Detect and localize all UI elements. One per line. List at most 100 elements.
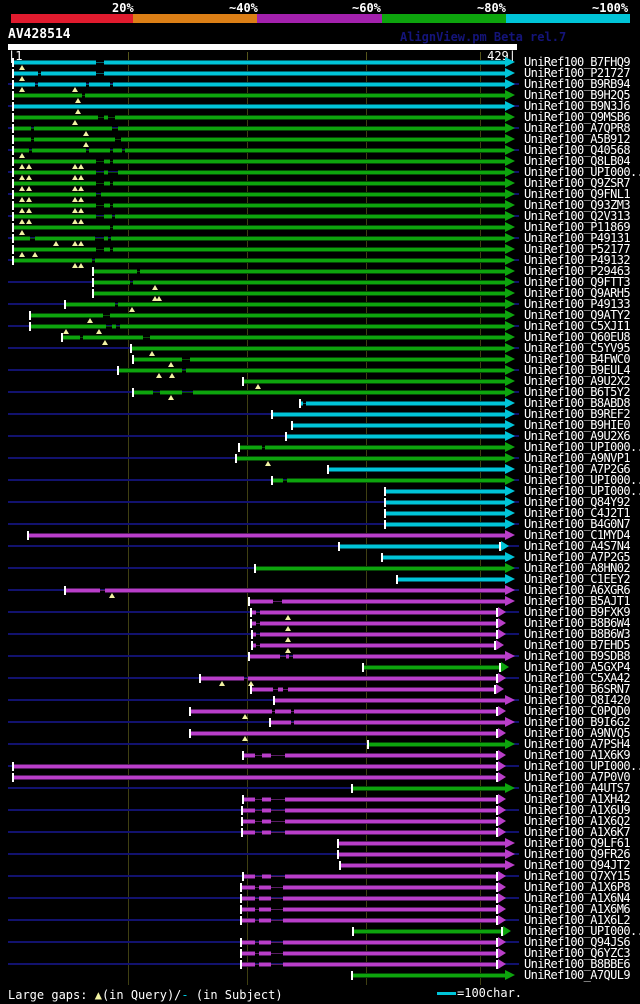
alignment-arrow-icon[interactable] — [505, 475, 515, 485]
alignment-bar-segment[interactable] — [13, 60, 96, 65]
alignment-bar-segment[interactable] — [241, 951, 255, 956]
alignment-arrow-icon[interactable] — [498, 728, 506, 738]
alignment-arrow-icon[interactable] — [498, 805, 506, 815]
alignment-arrow-icon[interactable] — [505, 519, 515, 529]
subject-label[interactable]: UniRef100_P49132 — [524, 253, 631, 267]
subject-label[interactable]: UniRef100_Q9ARH5 — [524, 286, 631, 300]
subject-label[interactable]: UniRef100_UPI000.. — [524, 484, 640, 498]
alignment-arrow-icon[interactable] — [505, 200, 515, 210]
alignment-bar-segment[interactable] — [115, 115, 505, 120]
subject-label[interactable]: UniRef100_UPI000.. — [524, 759, 640, 773]
subject-label[interactable]: UniRef100_Q84Y92 — [524, 495, 631, 509]
subject-label[interactable]: UniRef100_P49131 — [524, 231, 631, 245]
subject-label[interactable]: UniRef100_A1X6K9 — [524, 748, 631, 762]
alignment-bar-segment[interactable] — [13, 71, 38, 76]
alignment-bar-segment[interactable] — [243, 379, 505, 384]
alignment-arrow-icon[interactable] — [505, 310, 515, 320]
alignment-bar-segment[interactable] — [285, 819, 497, 824]
subject-label[interactable]: UniRef100_A9U2X6 — [524, 429, 631, 443]
alignment-arrow-icon[interactable] — [505, 398, 515, 408]
alignment-bar-segment[interactable] — [13, 93, 82, 98]
alignment-bar-segment[interactable] — [385, 511, 505, 516]
subject-label[interactable]: UniRef100_B9I6G2 — [524, 715, 631, 729]
alignment-bar-segment[interactable] — [190, 731, 497, 736]
alignment-arrow-icon[interactable] — [505, 497, 515, 507]
alignment-bar-segment[interactable] — [93, 291, 505, 296]
alignment-arrow-icon[interactable] — [505, 508, 515, 518]
alignment-bar-segment[interactable] — [104, 236, 108, 241]
alignment-arrow-icon[interactable] — [505, 574, 515, 584]
alignment-arrow-icon[interactable] — [498, 816, 506, 826]
subject-label[interactable]: UniRef100_A7P2G5 — [524, 550, 631, 564]
alignment-bar-segment[interactable] — [104, 181, 110, 186]
alignment-bar-segment[interactable] — [113, 225, 505, 230]
alignment-bar-segment[interactable] — [285, 808, 497, 813]
subject-label[interactable]: UniRef100_B6T5Y2 — [524, 385, 631, 399]
subject-label[interactable]: UniRef100_Q9ZSR7 — [524, 176, 631, 190]
subject-label[interactable]: UniRef100_A7P0V0 — [524, 770, 631, 784]
alignment-arrow-icon[interactable] — [503, 926, 511, 936]
alignment-arrow-icon[interactable] — [505, 244, 515, 254]
alignment-bar-segment[interactable] — [104, 115, 108, 120]
alignment-arrow-icon[interactable] — [496, 684, 504, 694]
alignment-bar-segment[interactable] — [262, 874, 271, 879]
subject-label[interactable]: UniRef100_B8B6W4 — [524, 616, 631, 630]
alignment-bar-segment[interactable] — [140, 269, 505, 274]
alignment-bar-segment[interactable] — [13, 82, 35, 87]
alignment-bar-segment[interactable] — [242, 830, 255, 835]
subject-label[interactable]: UniRef100_Q40568 — [524, 143, 631, 157]
alignment-arrow-icon[interactable] — [505, 68, 515, 78]
alignment-bar-segment[interactable] — [112, 324, 116, 329]
alignment-bar-segment[interactable] — [125, 148, 505, 153]
alignment-bar-segment[interactable] — [104, 203, 110, 208]
subject-label[interactable]: UniRef100_Q9FR26 — [524, 847, 631, 861]
subject-label[interactable]: UniRef100_A1X6M6 — [524, 902, 631, 916]
subject-label[interactable]: UniRef100_UPI000.. — [524, 473, 640, 487]
alignment-arrow-icon[interactable] — [505, 552, 515, 562]
alignment-bar-segment[interactable] — [13, 203, 96, 208]
subject-label[interactable]: UniRef100_Q9FNL1 — [524, 187, 631, 201]
alignment-bar-segment[interactable] — [259, 962, 271, 967]
subject-label[interactable]: UniRef100_Q94JS6 — [524, 935, 631, 949]
alignment-arrow-icon[interactable] — [505, 530, 515, 540]
alignment-bar-segment[interactable] — [13, 192, 96, 197]
subject-label[interactable]: UniRef100_A4UTS7 — [524, 781, 631, 795]
alignment-arrow-icon[interactable] — [505, 233, 515, 243]
subject-label[interactable]: UniRef100_P11869 — [524, 220, 631, 234]
alignment-arrow-icon[interactable] — [505, 343, 515, 353]
subject-label[interactable]: UniRef100_B8B6W3 — [524, 627, 631, 641]
alignment-bar-segment[interactable] — [283, 940, 497, 945]
alignment-arrow-icon[interactable] — [505, 79, 515, 89]
alignment-arrow-icon[interactable] — [505, 90, 515, 100]
alignment-bar-segment[interactable] — [241, 885, 255, 890]
alignment-bar-segment[interactable] — [104, 71, 505, 76]
alignment-bar-segment[interactable] — [285, 753, 497, 758]
alignment-bar-segment[interactable] — [89, 148, 110, 153]
subject-label[interactable]: UniRef100_A5GXP4 — [524, 660, 631, 674]
alignment-bar-segment[interactable] — [283, 918, 497, 923]
subject-label[interactable]: UniRef100_A6XGR6 — [524, 583, 631, 597]
subject-label[interactable]: UniRef100_C5YV95 — [524, 341, 631, 355]
alignment-arrow-icon[interactable] — [505, 332, 515, 342]
alignment-arrow-icon[interactable] — [505, 563, 515, 573]
alignment-bar-segment[interactable] — [30, 313, 103, 318]
alignment-arrow-icon[interactable] — [498, 750, 506, 760]
alignment-bar-segment[interactable] — [382, 555, 505, 560]
alignment-bar-segment[interactable] — [275, 709, 291, 714]
alignment-bar-segment[interactable] — [397, 577, 505, 582]
alignment-arrow-icon[interactable] — [498, 794, 506, 804]
alignment-bar-segment[interactable] — [251, 687, 273, 692]
alignment-bar-segment[interactable] — [262, 808, 271, 813]
alignment-bar-segment[interactable] — [262, 819, 271, 824]
alignment-arrow-icon[interactable] — [505, 453, 515, 463]
alignment-arrow-icon[interactable] — [505, 123, 515, 133]
alignment-arrow-icon[interactable] — [501, 662, 509, 672]
alignment-bar-segment[interactable] — [285, 797, 497, 802]
alignment-bar-segment[interactable] — [294, 720, 505, 725]
alignment-bar-segment[interactable] — [118, 126, 505, 131]
alignment-bar-segment[interactable] — [278, 687, 283, 692]
alignment-bar-segment[interactable] — [113, 203, 505, 208]
subject-label[interactable]: UniRef100_B9HIE0 — [524, 418, 631, 432]
subject-label[interactable]: UniRef100_Q9LF61 — [524, 836, 631, 850]
alignment-bar-segment[interactable] — [113, 159, 505, 164]
